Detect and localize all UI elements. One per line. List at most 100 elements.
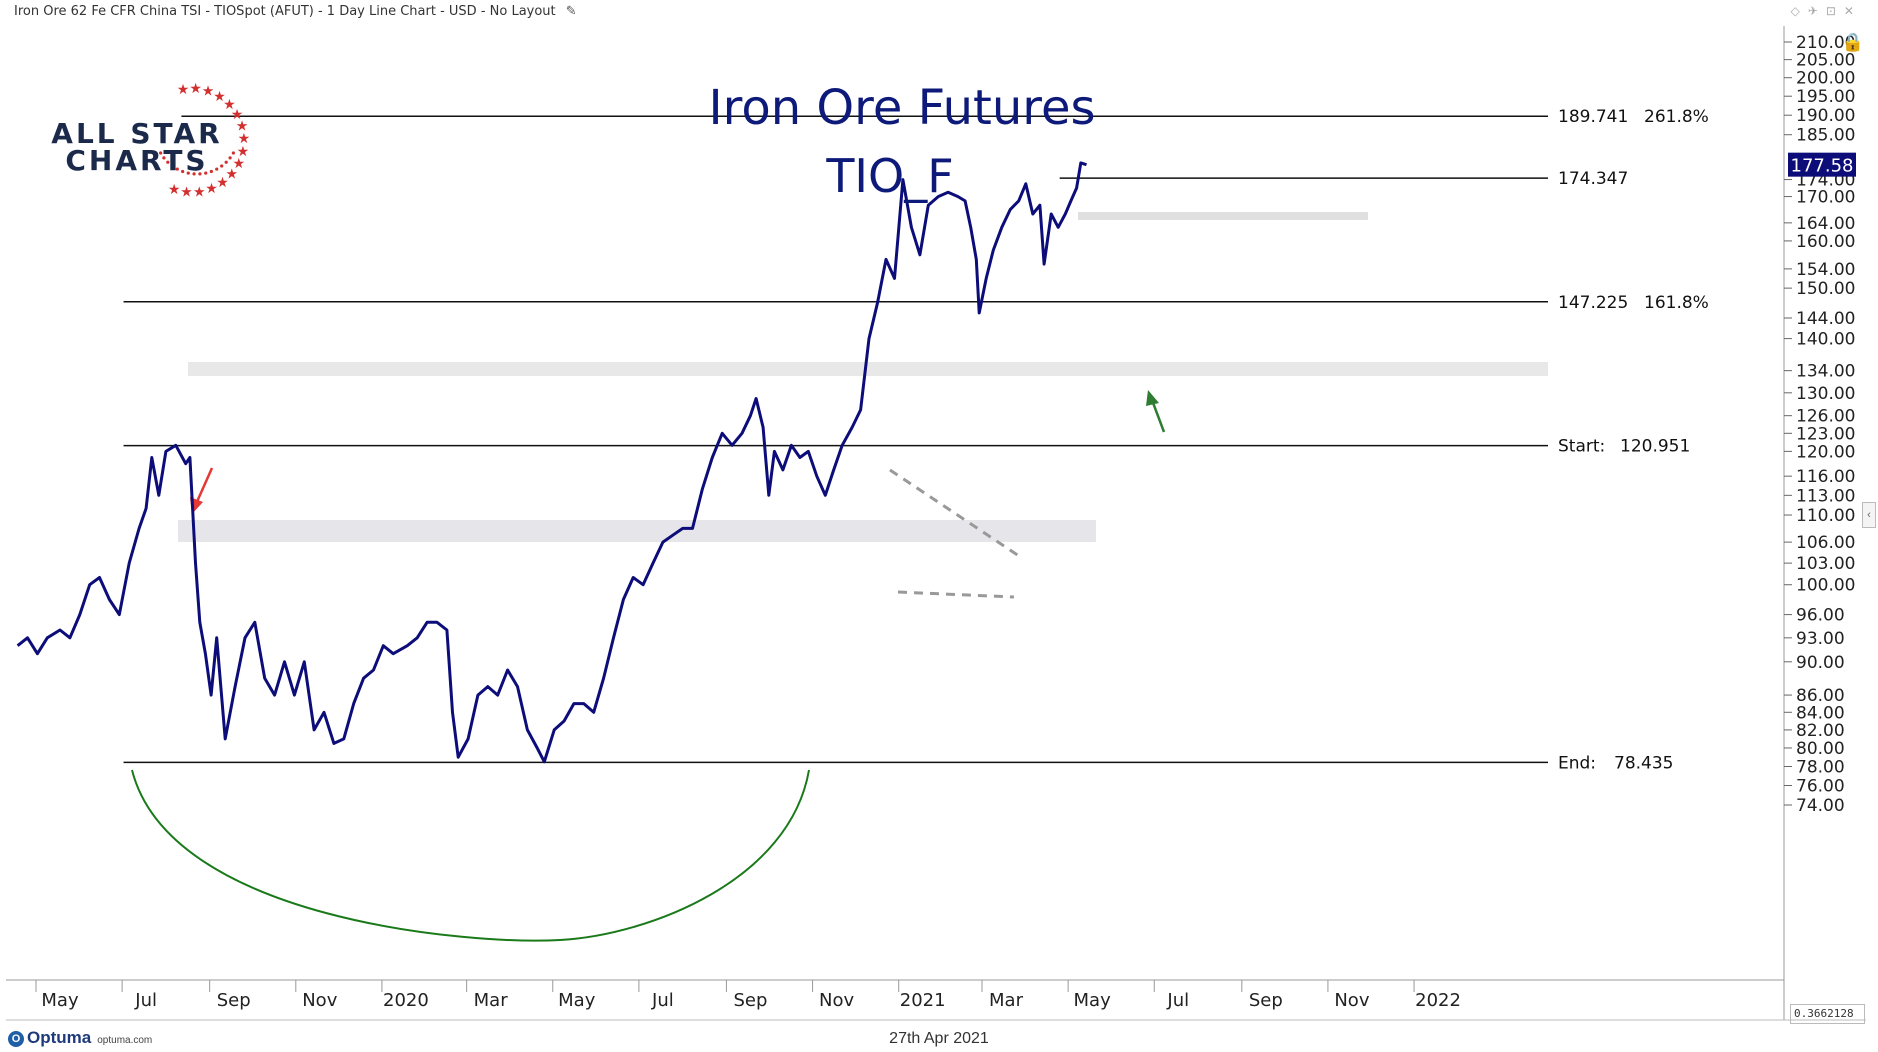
optuma-logo-icon: O <box>8 1030 24 1047</box>
y-tick-label: 110.00 <box>1796 506 1855 526</box>
price-line <box>16 161 1087 764</box>
triangle-upper-trendline <box>889 468 1023 560</box>
logo-dot-icon <box>181 169 185 174</box>
zone-174 <box>1078 212 1368 220</box>
green-arrow-icon <box>1146 390 1166 433</box>
logo-star-icon: ★ <box>202 84 215 100</box>
logo-dot-icon <box>186 171 190 175</box>
logo-dot-icon <box>198 172 202 176</box>
y-tick-label: 140.00 <box>1796 330 1855 350</box>
y-tick-label: 120.00 <box>1796 442 1855 462</box>
y-tick-label: 100.00 <box>1796 576 1855 596</box>
logo-dot-icon <box>209 169 213 174</box>
y-tick-label: 195.00 <box>1796 87 1855 107</box>
y-tick-label: 82.00 <box>1796 721 1845 741</box>
chart-subtitle: TIO_F <box>825 149 953 203</box>
logo-star-icon: ★ <box>237 144 250 160</box>
x-tick-label: 2022 <box>1415 990 1461 1011</box>
zone-121 <box>178 520 1096 542</box>
x-tick-label: Nov <box>819 990 854 1011</box>
level-value-label: 147.225 <box>1558 293 1628 313</box>
y-tick-label: 200.00 <box>1796 69 1855 89</box>
x-tick-label: May <box>41 990 79 1011</box>
logo-star-icon: ★ <box>168 182 181 198</box>
plot-area <box>6 26 1784 980</box>
logo-star-icon: ★ <box>193 184 206 200</box>
optuma-brand: O Optuma optuma.com <box>8 1028 152 1048</box>
logo-star-icon: ★ <box>232 156 245 172</box>
y-tick-label: 74.00 <box>1796 796 1845 816</box>
toolbar-icons[interactable]: ◇✈⊡✕ <box>1790 4 1862 18</box>
y-tick-label: 76.00 <box>1796 776 1845 796</box>
x-tick-label: Sep <box>1249 990 1283 1011</box>
y-tick-label: 144.00 <box>1796 309 1855 329</box>
y-tick-label: 130.00 <box>1796 384 1855 404</box>
level-value-label: 189.741 <box>1558 107 1628 127</box>
logo-dot-icon <box>159 151 163 155</box>
x-tick-label: Mar <box>989 990 1024 1011</box>
logo-star-icon: ★ <box>189 81 202 97</box>
logo-star-icon: ★ <box>216 175 229 191</box>
y-tick-label: 154.00 <box>1796 260 1855 280</box>
logo-star-icon: ★ <box>236 119 249 135</box>
x-tick-label: Nov <box>302 990 337 1011</box>
x-tick-label: May <box>1074 990 1112 1011</box>
logo-dot-icon <box>204 171 208 175</box>
x-tick-label: Nov <box>1334 990 1369 1011</box>
triangle-lower-trendline <box>897 590 1015 599</box>
logo-dot-icon <box>228 156 232 160</box>
y-tick-label: 164.00 <box>1796 214 1855 234</box>
current-price-badge: 177.58 <box>1788 152 1856 177</box>
x-tick-label: May <box>558 990 596 1011</box>
logo-dot-icon <box>231 151 235 155</box>
chart-header: Iron Ore 62 Fe CFR China TSI - TIOSpot (… <box>14 4 577 19</box>
logo-star-icon: ★ <box>205 181 218 197</box>
y-tick-label: 106.00 <box>1796 533 1855 553</box>
y-tick-label: 170.00 <box>1796 188 1855 208</box>
optuma-brand-name: Optuma <box>27 1028 92 1047</box>
logo-star-icon: ★ <box>231 107 244 123</box>
collapse-panel-icon[interactable]: ‹ <box>1862 502 1876 528</box>
x-tick-label: Jul <box>651 990 674 1011</box>
x-tick-label: Jul <box>134 990 157 1011</box>
rounding-bottom-arc <box>131 769 810 942</box>
lock-icon[interactable]: 🔒 <box>1841 32 1864 52</box>
logo-dot-icon <box>192 172 196 176</box>
level-prefix: Start: <box>1558 437 1605 457</box>
logo-line1: ALL STAR <box>51 117 222 150</box>
logo-star-icon: ★ <box>213 89 226 105</box>
level-value-label: 120.951 <box>1620 437 1690 457</box>
y-tick-label: 210.00 <box>1796 33 1855 53</box>
chart-title: Iron Ore Futures <box>709 80 1096 136</box>
scale-readout[interactable]: 0.3662128 XY <box>1790 1004 1865 1024</box>
optuma-url: optuma.com <box>97 1035 153 1046</box>
y-tick-label: 96.00 <box>1796 606 1845 626</box>
logo-dot-icon <box>170 164 174 168</box>
logo-dot-icon <box>162 156 166 160</box>
all-star-charts-logo: ★ ★ ★★★★★★★★★★★★★★ ALL STAR CHARTS <box>51 81 250 201</box>
edit-pencil-icon[interactable]: ✎ <box>565 4 577 19</box>
y-tick-label: 86.00 <box>1796 686 1845 706</box>
y-tick-label: 205.00 <box>1796 51 1855 71</box>
y-tick-label: 78.00 <box>1796 757 1845 777</box>
y-tick-label: 160.00 <box>1796 232 1855 252</box>
chart-header-title: Iron Ore 62 Fe CFR China TSI - TIOSpot (… <box>14 4 556 19</box>
x-tick-label: 2020 <box>383 990 429 1011</box>
logo-dot-icon <box>175 167 179 171</box>
logo-dot-icon <box>220 164 224 168</box>
y-tick-label: 93.00 <box>1796 629 1845 649</box>
current-price-label: 177.58 <box>1791 156 1854 177</box>
y-tick-label: 126.00 <box>1796 407 1855 427</box>
logo-star-icon: ★ <box>177 82 190 98</box>
y-tick-label: 84.00 <box>1796 703 1845 723</box>
y-tick-label: 116.00 <box>1796 467 1855 487</box>
x-tick-label: 2021 <box>900 990 946 1011</box>
logo-star-icon: ★ <box>223 97 236 113</box>
y-tick-label: 123.00 <box>1796 424 1855 444</box>
y-tick-label: 134.00 <box>1796 362 1855 382</box>
footer-date: 27th Apr 2021 <box>889 1030 989 1047</box>
y-tick-label: 113.00 <box>1796 486 1855 506</box>
y-tick-label: 185.00 <box>1796 126 1855 146</box>
y-tick-label: 80.00 <box>1796 739 1845 759</box>
x-tick-label: Jul <box>1166 990 1189 1011</box>
